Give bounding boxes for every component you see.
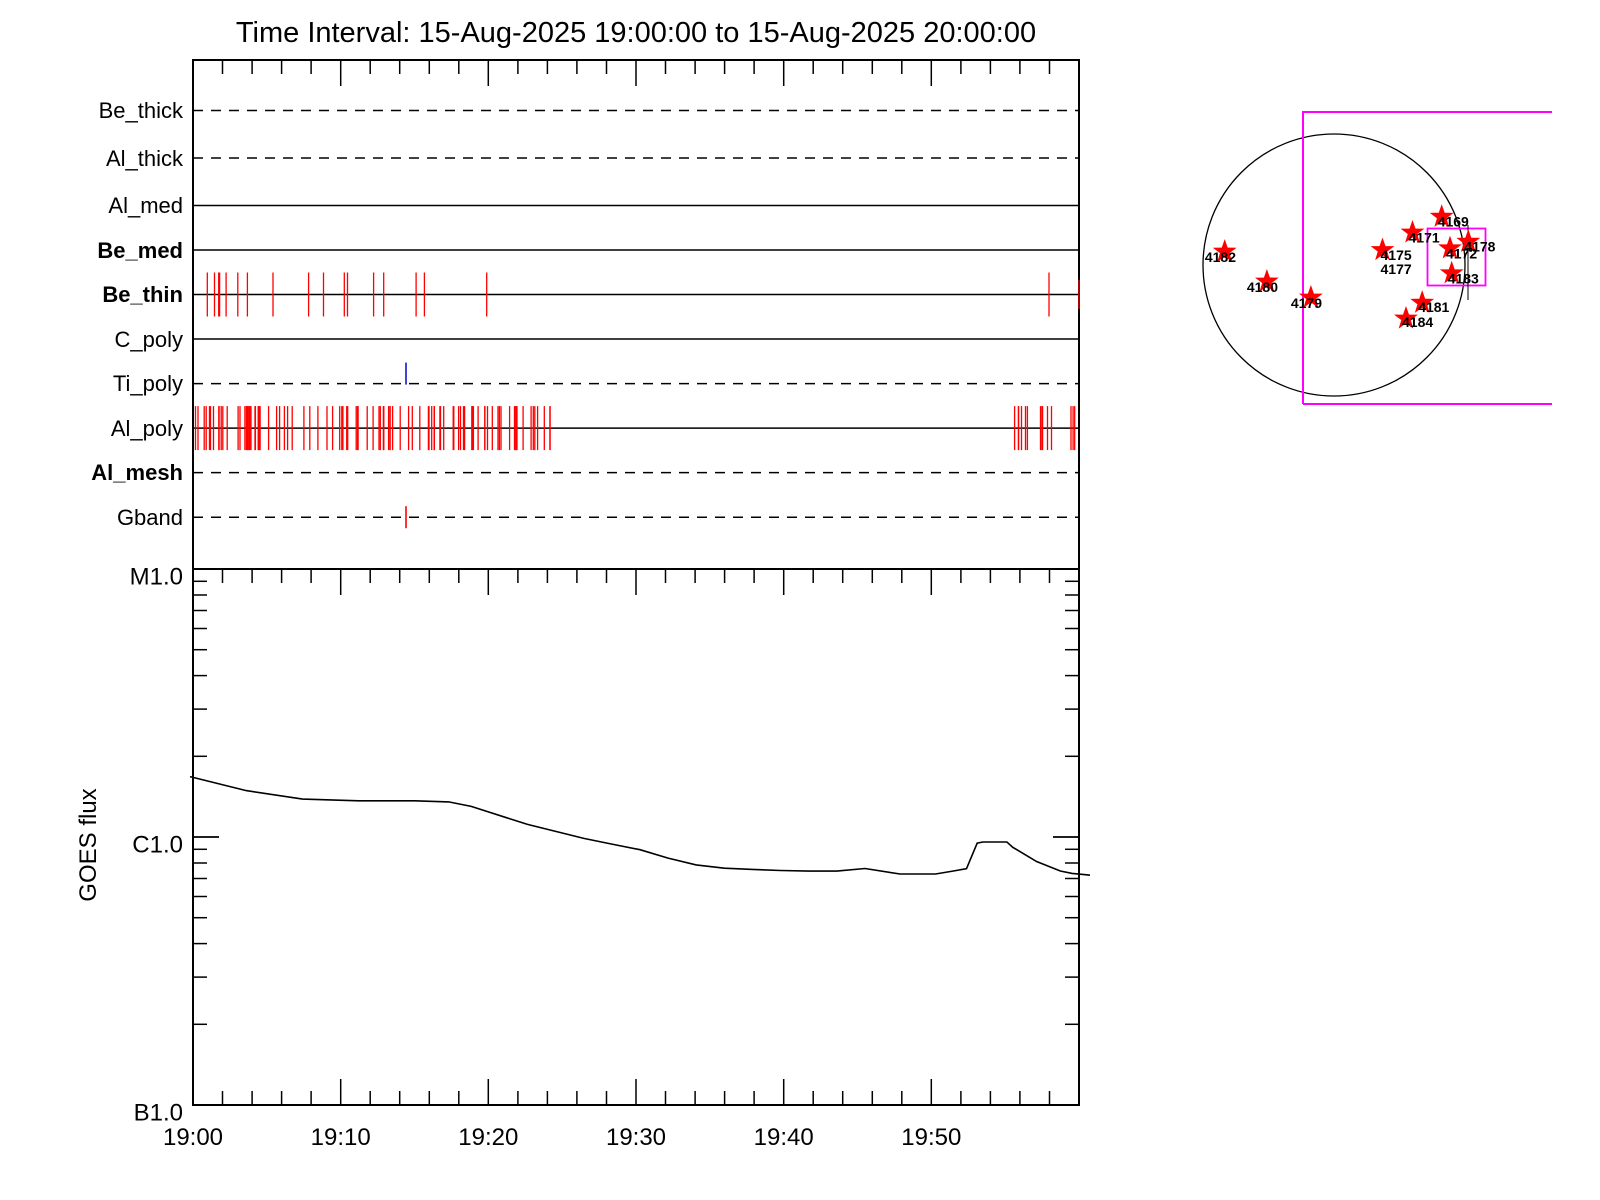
svg-text:Al_med: Al_med [108, 193, 183, 218]
svg-text:19:30: 19:30 [606, 1124, 666, 1151]
svg-text:4178: 4178 [1464, 239, 1495, 255]
svg-text:Time Interval: 15-Aug-2025 19:: Time Interval: 15-Aug-2025 19:00:00 to 1… [236, 17, 1036, 49]
svg-text:19:40: 19:40 [754, 1124, 814, 1151]
svg-text:Al_poly: Al_poly [111, 416, 183, 441]
svg-text:19:00: 19:00 [163, 1124, 223, 1151]
svg-text:C1.0: C1.0 [132, 831, 183, 858]
svg-text:C_poly: C_poly [115, 327, 183, 352]
svg-text:19:10: 19:10 [311, 1124, 371, 1151]
svg-text:4169: 4169 [1438, 214, 1469, 230]
svg-text:Ti_poly: Ti_poly [113, 371, 183, 396]
svg-text:4179: 4179 [1291, 295, 1322, 311]
svg-text:B1.0: B1.0 [134, 1099, 183, 1126]
svg-text:Al_thick: Al_thick [106, 146, 184, 171]
svg-text:4177: 4177 [1381, 261, 1412, 277]
svg-text:19:20: 19:20 [458, 1124, 518, 1151]
svg-text:4171: 4171 [1409, 230, 1440, 246]
svg-text:GOES flux: GOES flux [75, 788, 102, 901]
svg-text:4183: 4183 [1448, 270, 1479, 286]
svg-text:Be_thick: Be_thick [99, 98, 184, 123]
svg-text:Al_mesh: Al_mesh [91, 460, 183, 485]
svg-text:Gband: Gband [117, 505, 183, 530]
svg-text:Be_med: Be_med [97, 238, 183, 263]
svg-text:19:50: 19:50 [901, 1124, 961, 1151]
svg-text:4180: 4180 [1247, 279, 1278, 295]
svg-text:4182: 4182 [1205, 249, 1236, 265]
svg-text:M1.0: M1.0 [130, 563, 183, 590]
svg-text:4181: 4181 [1418, 299, 1449, 315]
svg-text:Be_thin: Be_thin [102, 282, 183, 307]
svg-text:4184: 4184 [1402, 314, 1433, 330]
